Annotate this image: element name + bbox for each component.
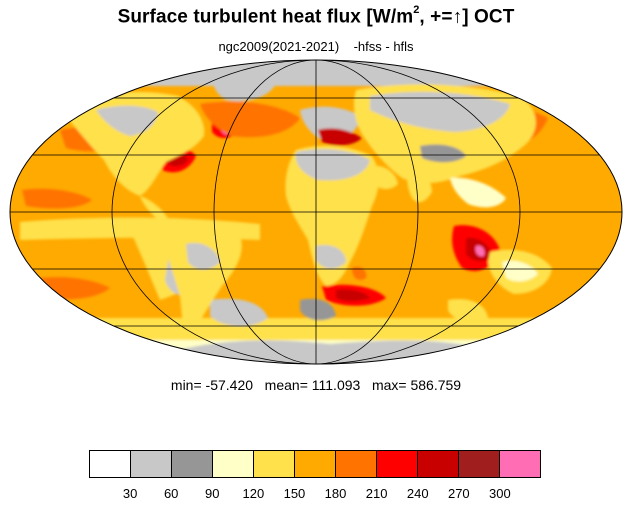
legend-color-box [172,451,213,477]
graticule [10,60,622,364]
legend-tick-label: 30 [122,486,138,501]
southeast-asia [450,177,506,208]
africa [285,145,379,286]
legend-tick-label: 120 [242,486,265,501]
color-legend [89,450,541,478]
legend-tick-label: 60 [163,486,179,501]
south-america-grey [186,242,220,270]
legend-color-box [213,451,254,477]
southern-africa-grey [316,244,346,269]
mozambique-flux [352,266,367,280]
legend-tick-label: 240 [406,486,429,501]
legend-color-box [90,451,131,477]
legend-tick-label: 270 [447,486,470,501]
sahara-grey [295,149,370,181]
legend-color-box [377,451,418,477]
legend-tick-labels: 30 60 90 120 150 180 210 240 270 300 [89,486,541,504]
legend-color-box [295,451,336,477]
north-atlantic-east [200,101,300,138]
agulhas-core [336,289,370,301]
australia-interior [502,260,538,282]
south-atlantic-grey [300,298,336,321]
north-america [64,91,205,196]
map-boundary [9,59,623,365]
mediterranean-flux [318,128,362,146]
legend-color-box [254,451,295,477]
legend-color-box [131,451,172,477]
north-america-grey [96,105,158,136]
india [407,171,432,203]
legend-tick-label: 90 [205,486,220,501]
arabia [370,165,398,190]
legend-color-box [336,451,377,477]
legend-tick-label: 300 [489,486,511,501]
legend-color-box [500,451,540,477]
legend-tick-label: 180 [324,486,347,501]
map-statistics: min= -57.420 mean= 111.093 max= 586.759 [170,377,462,393]
map-subtitle: ngc2009(2021-2021) -hfss - hfls [218,39,414,54]
central-america [140,196,170,224]
asia-grey [370,91,510,132]
up-arrow-icon: ↑ [452,6,463,28]
legend-color-box [418,451,459,477]
map-title: Surface turbulent heat flux [W/m2, +=↑] … [117,4,515,28]
south-america [164,219,242,338]
australia-west-peak [475,245,485,257]
greenland [213,74,276,102]
legend-tick-label: 150 [283,486,306,501]
mid-pacific-warm [22,188,92,209]
tibet-grey [420,144,466,163]
legend-tick-label: 210 [365,486,388,501]
legend-color-box [459,451,500,477]
